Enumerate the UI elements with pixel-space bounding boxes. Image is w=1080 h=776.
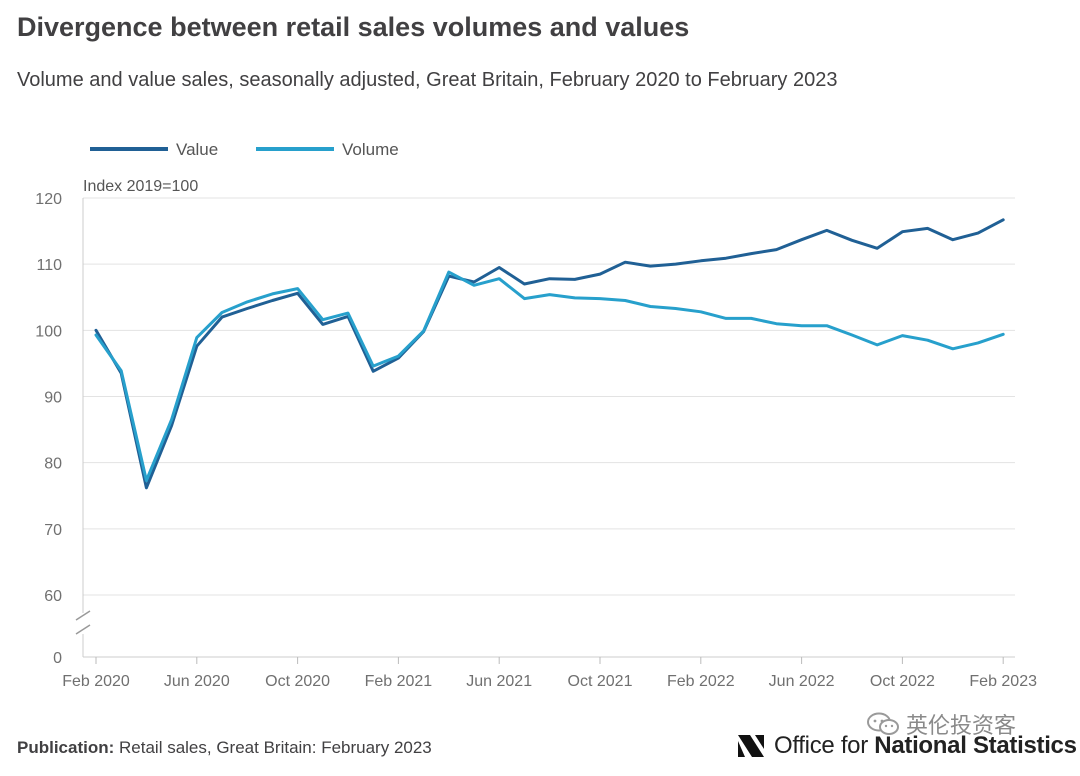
axis-break-mark (75, 610, 91, 621)
x-tick-label: Feb 2022 (667, 673, 735, 690)
x-tick-label: Jun 2021 (466, 673, 532, 690)
chart-subtitle: Volume and value sales, seasonally adjus… (17, 69, 838, 91)
x-tick-label: Jun 2020 (164, 673, 230, 690)
series-lines (94, 218, 1005, 490)
ons-logo-icon (738, 735, 764, 757)
x-tick-label: Oct 2022 (870, 673, 935, 690)
y-tick-label: 80 (44, 456, 62, 473)
x-tick-label: Feb 2023 (969, 673, 1037, 690)
chart-title: Divergence between retail sales volumes … (17, 12, 690, 42)
wechat-icon (867, 712, 899, 735)
axis-break-mark (75, 624, 91, 635)
publication-footer: Publication: Retail sales, Great Britain… (17, 738, 432, 758)
y-tick-label: 110 (36, 257, 62, 274)
legend-label-volume: Volume (342, 140, 399, 159)
y-tick-label: 100 (35, 323, 62, 340)
y-tick-label: 0 (53, 650, 62, 667)
series-line-value (94, 218, 1005, 490)
legend: Value Volume (90, 140, 399, 159)
x-tick-label: Oct 2020 (265, 673, 330, 690)
x-tick-label: Jun 2022 (769, 673, 835, 690)
series-line-volume (94, 270, 1005, 482)
watermark-text: 英伦投资客 (906, 713, 1017, 738)
x-tick-label: Feb 2021 (365, 673, 433, 690)
y-tick-label: 120 (35, 191, 62, 208)
publication-label: Publication: (17, 738, 115, 757)
y-tick-label: 70 (44, 522, 62, 539)
y-axis-label: Index 2019=100 (83, 178, 198, 195)
axes: 0 60 70 80 90 100 110 120 Feb 2020 Jun 2020 Oct 20… (35, 191, 1037, 690)
y-tick-label: 60 (44, 588, 62, 605)
x-tick-label: Oct 2021 (568, 673, 633, 690)
watermark: 英伦投资客 (866, 708, 1016, 740)
line-chart: Value Volume 0 60 70 80 90 100 110 120 Feb 2020 Ju… (35, 140, 1037, 690)
gridlines (83, 197, 1015, 596)
publication-text[interactable]: Retail sales, Great Britain: February 20… (114, 738, 432, 757)
legend-label-value: Value (176, 140, 218, 159)
ons-logo[interactable]: Office for National Statistics (736, 728, 1077, 764)
ons-logo-text: Office for National Statistics (774, 732, 1077, 759)
y-tick-label: 90 (44, 389, 62, 406)
x-tick-label: Feb 2020 (62, 673, 130, 690)
